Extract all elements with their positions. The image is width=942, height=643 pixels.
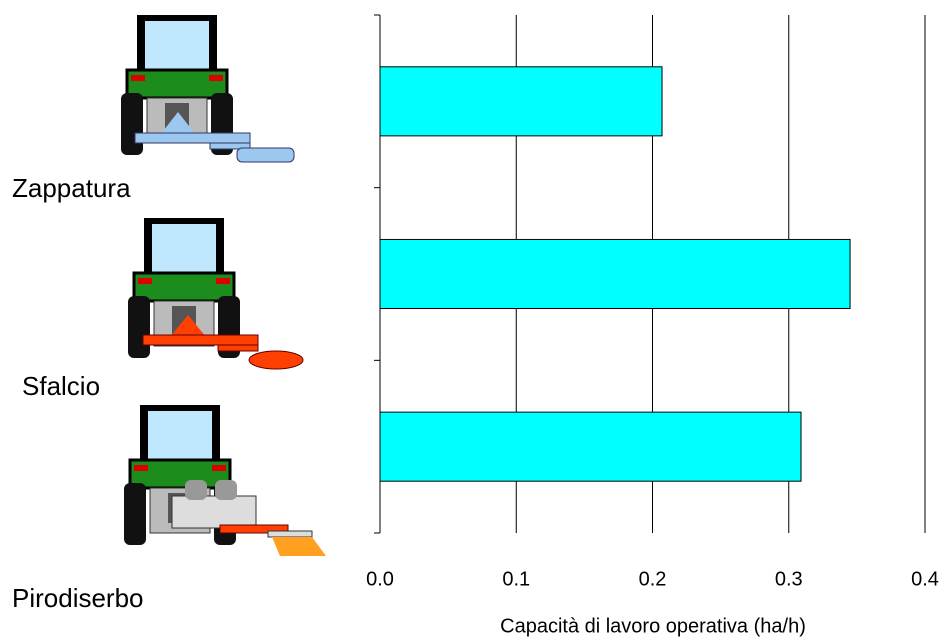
tractor-illustration (122, 403, 326, 556)
x-tick-label: 0.0 (366, 568, 394, 590)
tractor-illustration (126, 216, 304, 370)
x-axis-title: Capacità di lavoro operativa (ha/h) (500, 615, 806, 637)
tractor-illustration (119, 13, 295, 163)
x-tick-label: 0.4 (911, 568, 939, 590)
category-label: Pirodiserbo (12, 583, 144, 613)
category-label: Zappatura (12, 173, 131, 203)
x-tick-label: 0.2 (639, 568, 667, 590)
category-label: Sfalcio (22, 371, 100, 401)
x-tick-label: 0.3 (775, 568, 803, 590)
bar (379, 411, 802, 482)
x-tick-label: 0.1 (502, 568, 530, 590)
bar (379, 238, 851, 310)
bar (379, 66, 663, 137)
